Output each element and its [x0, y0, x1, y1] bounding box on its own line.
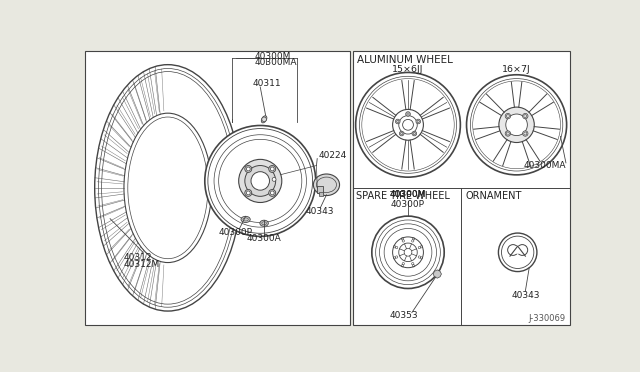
Bar: [353, 51, 570, 325]
Text: 40300MA: 40300MA: [524, 161, 566, 170]
Circle shape: [246, 191, 250, 195]
Text: 15×6JJ: 15×6JJ: [392, 65, 424, 74]
Circle shape: [505, 113, 511, 119]
Circle shape: [244, 189, 252, 196]
Text: SPARE TIRE WHEEL: SPARE TIRE WHEEL: [356, 190, 451, 201]
Text: 40224: 40224: [319, 151, 347, 160]
Ellipse shape: [241, 217, 250, 222]
Ellipse shape: [314, 174, 340, 196]
Bar: [319, 192, 323, 196]
Bar: [84, 51, 349, 325]
Text: 40300MA: 40300MA: [255, 58, 298, 67]
Circle shape: [396, 119, 400, 124]
Circle shape: [412, 131, 417, 136]
Ellipse shape: [261, 116, 267, 123]
Ellipse shape: [260, 220, 268, 226]
Circle shape: [269, 166, 276, 172]
Ellipse shape: [513, 246, 522, 254]
Circle shape: [269, 189, 276, 196]
Circle shape: [505, 131, 511, 136]
Circle shape: [272, 177, 276, 181]
Circle shape: [506, 114, 527, 135]
Text: 40300M: 40300M: [390, 190, 426, 199]
Circle shape: [523, 113, 528, 119]
Text: 40353: 40353: [390, 311, 419, 320]
Circle shape: [239, 159, 282, 202]
Text: 40300A: 40300A: [246, 234, 282, 243]
Text: 40300M: 40300M: [390, 190, 426, 199]
Circle shape: [270, 167, 274, 171]
Text: 40311: 40311: [253, 78, 281, 88]
Circle shape: [406, 112, 410, 116]
Circle shape: [245, 166, 276, 196]
Circle shape: [399, 131, 404, 136]
Circle shape: [219, 140, 302, 222]
Text: 40300M: 40300M: [255, 52, 291, 61]
Text: 16×7J: 16×7J: [502, 65, 531, 74]
Text: 40312M: 40312M: [124, 260, 160, 269]
Circle shape: [523, 131, 528, 136]
Text: J-330069: J-330069: [529, 314, 566, 323]
Text: 40300P: 40300P: [391, 200, 425, 209]
Circle shape: [416, 119, 420, 124]
Circle shape: [205, 125, 316, 236]
Circle shape: [214, 135, 307, 227]
Text: 40343: 40343: [306, 207, 335, 216]
Text: ORNAMENT: ORNAMENT: [465, 190, 522, 201]
Text: 40312: 40312: [124, 253, 152, 262]
Circle shape: [246, 167, 250, 171]
Circle shape: [244, 166, 252, 172]
Circle shape: [499, 107, 534, 142]
Circle shape: [270, 191, 274, 195]
Circle shape: [262, 117, 266, 122]
Text: ALUMINUM WHEEL: ALUMINUM WHEEL: [357, 55, 453, 65]
Circle shape: [251, 172, 269, 190]
Bar: [317, 186, 323, 193]
Text: 40300P: 40300P: [219, 228, 253, 237]
Text: 40343: 40343: [511, 291, 540, 300]
Polygon shape: [433, 270, 442, 278]
Circle shape: [208, 129, 312, 233]
